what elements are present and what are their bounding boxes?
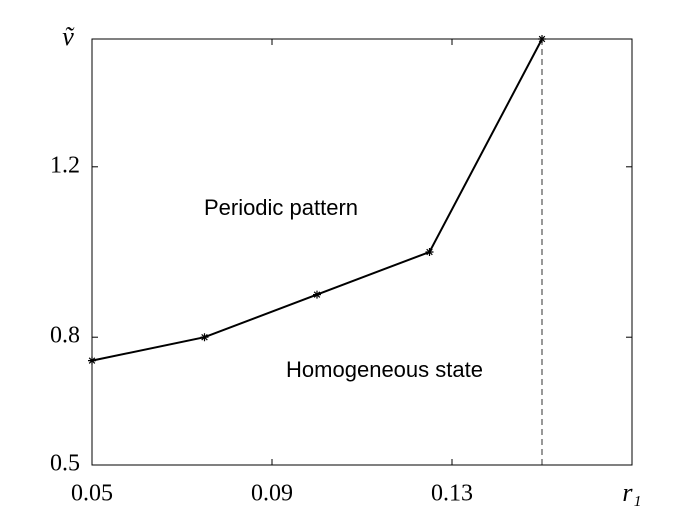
x-tick-label: 0.13: [431, 481, 473, 507]
x-tick-label: 0.05: [71, 481, 113, 507]
y-tick-label: 0.5: [50, 451, 80, 477]
annotation: Periodic pattern: [204, 195, 358, 220]
plot-frame: [91, 38, 633, 466]
y-tick-label: 1.2: [50, 152, 80, 178]
x-tick-label: 0.09: [251, 481, 293, 507]
y-axis-label: ṽ: [62, 22, 75, 51]
data-marker: [313, 290, 321, 299]
x-axis-label: r₁: [622, 478, 641, 507]
data-marker: [88, 356, 96, 365]
y-tick-label: 0.8: [50, 323, 80, 349]
data-marker: [200, 333, 209, 342]
data-marker: [425, 248, 434, 256]
data-marker: [538, 35, 546, 43]
annotation: Homogeneous state: [286, 357, 483, 382]
